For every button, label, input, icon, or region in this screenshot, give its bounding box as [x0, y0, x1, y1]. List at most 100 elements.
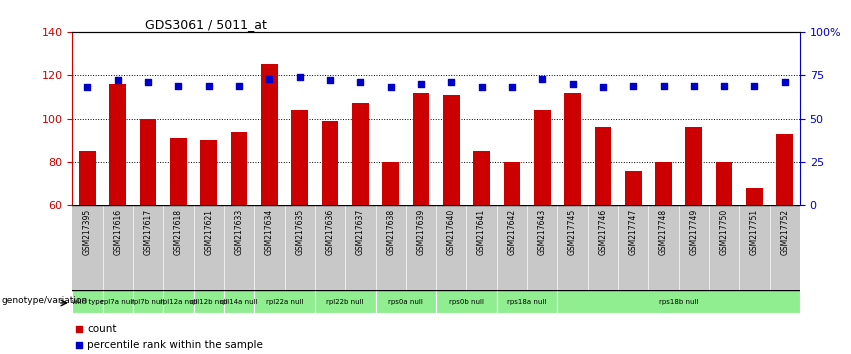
Text: rpl7a null: rpl7a null	[101, 299, 134, 305]
Point	[626, 83, 640, 88]
Text: GSM217752: GSM217752	[780, 209, 789, 255]
Text: rpl22b null: rpl22b null	[327, 299, 364, 305]
Point	[141, 79, 155, 85]
Text: rpl12a null: rpl12a null	[160, 299, 197, 305]
Text: GSM217635: GSM217635	[295, 209, 304, 255]
Bar	[595, 127, 611, 205]
Text: GSM217638: GSM217638	[386, 209, 395, 255]
Point	[778, 79, 791, 85]
Bar	[443, 95, 460, 205]
Point	[71, 342, 85, 348]
Text: count: count	[88, 324, 117, 333]
Bar	[231, 132, 248, 205]
Point	[353, 79, 367, 85]
Point	[384, 85, 397, 90]
Bar	[436, 290, 497, 313]
Point	[111, 78, 124, 83]
Point	[596, 85, 609, 90]
Bar	[557, 290, 800, 313]
Text: GSM217637: GSM217637	[356, 209, 365, 255]
Text: rpl12b null: rpl12b null	[190, 299, 227, 305]
Point	[202, 83, 215, 88]
Text: percentile rank within the sample: percentile rank within the sample	[88, 340, 263, 350]
Text: GSM217643: GSM217643	[538, 209, 546, 255]
Point	[748, 83, 762, 88]
Text: GSM217634: GSM217634	[265, 209, 274, 255]
Text: GSM217747: GSM217747	[629, 209, 637, 255]
Point	[232, 83, 246, 88]
Text: GSM217621: GSM217621	[204, 209, 214, 255]
Text: GSM217636: GSM217636	[326, 209, 334, 255]
Bar	[776, 134, 793, 205]
Bar	[686, 127, 702, 205]
Bar	[315, 290, 375, 313]
Bar	[224, 290, 254, 313]
Bar	[473, 151, 490, 205]
Bar	[254, 290, 315, 313]
Bar	[291, 110, 308, 205]
Text: GDS3061 / 5011_at: GDS3061 / 5011_at	[145, 18, 267, 31]
Bar	[746, 188, 762, 205]
Point	[687, 83, 700, 88]
Text: GSM217639: GSM217639	[416, 209, 426, 255]
Text: rpl7b null: rpl7b null	[131, 299, 165, 305]
Text: GSM217746: GSM217746	[598, 209, 608, 255]
Text: GSM217642: GSM217642	[507, 209, 517, 255]
Text: GSM217395: GSM217395	[83, 209, 92, 255]
Point	[323, 78, 337, 83]
Text: GSM217751: GSM217751	[750, 209, 759, 255]
Text: rps0a null: rps0a null	[388, 299, 423, 305]
Bar	[133, 290, 163, 313]
Bar	[261, 64, 277, 205]
Bar	[564, 92, 581, 205]
Text: GSM217748: GSM217748	[659, 209, 668, 255]
Bar	[79, 151, 96, 205]
Text: rps18b null: rps18b null	[659, 299, 699, 305]
Bar	[504, 162, 520, 205]
Point	[172, 83, 186, 88]
Text: rpl14a null: rpl14a null	[220, 299, 258, 305]
Bar	[140, 119, 157, 205]
Bar	[322, 121, 339, 205]
Text: rps0b null: rps0b null	[449, 299, 484, 305]
Bar	[193, 290, 224, 313]
Text: GSM217618: GSM217618	[174, 209, 183, 255]
Bar	[413, 92, 429, 205]
Point	[717, 83, 731, 88]
Point	[505, 85, 519, 90]
Text: rpl22a null: rpl22a null	[266, 299, 303, 305]
Bar	[625, 171, 642, 205]
Point	[535, 76, 549, 81]
Bar	[375, 290, 436, 313]
Point	[444, 79, 458, 85]
Bar	[655, 162, 671, 205]
Text: genotype/variation: genotype/variation	[2, 296, 88, 305]
Point	[263, 76, 277, 81]
Bar	[716, 162, 733, 205]
Bar	[352, 103, 368, 205]
Bar	[103, 290, 133, 313]
Bar	[497, 290, 557, 313]
Bar	[110, 84, 126, 205]
Point	[475, 85, 488, 90]
Point	[657, 83, 671, 88]
Text: GSM217633: GSM217633	[235, 209, 243, 255]
Text: GSM217750: GSM217750	[720, 209, 728, 255]
Bar	[170, 138, 186, 205]
Text: wild type: wild type	[71, 299, 104, 305]
Point	[414, 81, 428, 87]
Bar	[163, 290, 193, 313]
Text: GSM217617: GSM217617	[144, 209, 152, 255]
Bar	[382, 162, 399, 205]
Point	[81, 85, 94, 90]
Point	[71, 326, 85, 331]
Text: GSM217616: GSM217616	[113, 209, 123, 255]
Text: GSM217640: GSM217640	[447, 209, 456, 255]
Point	[566, 81, 580, 87]
Text: GSM217749: GSM217749	[689, 209, 699, 255]
Text: GSM217641: GSM217641	[477, 209, 486, 255]
Bar	[201, 140, 217, 205]
Text: GSM217745: GSM217745	[568, 209, 577, 255]
Bar	[72, 290, 103, 313]
Bar	[534, 110, 551, 205]
